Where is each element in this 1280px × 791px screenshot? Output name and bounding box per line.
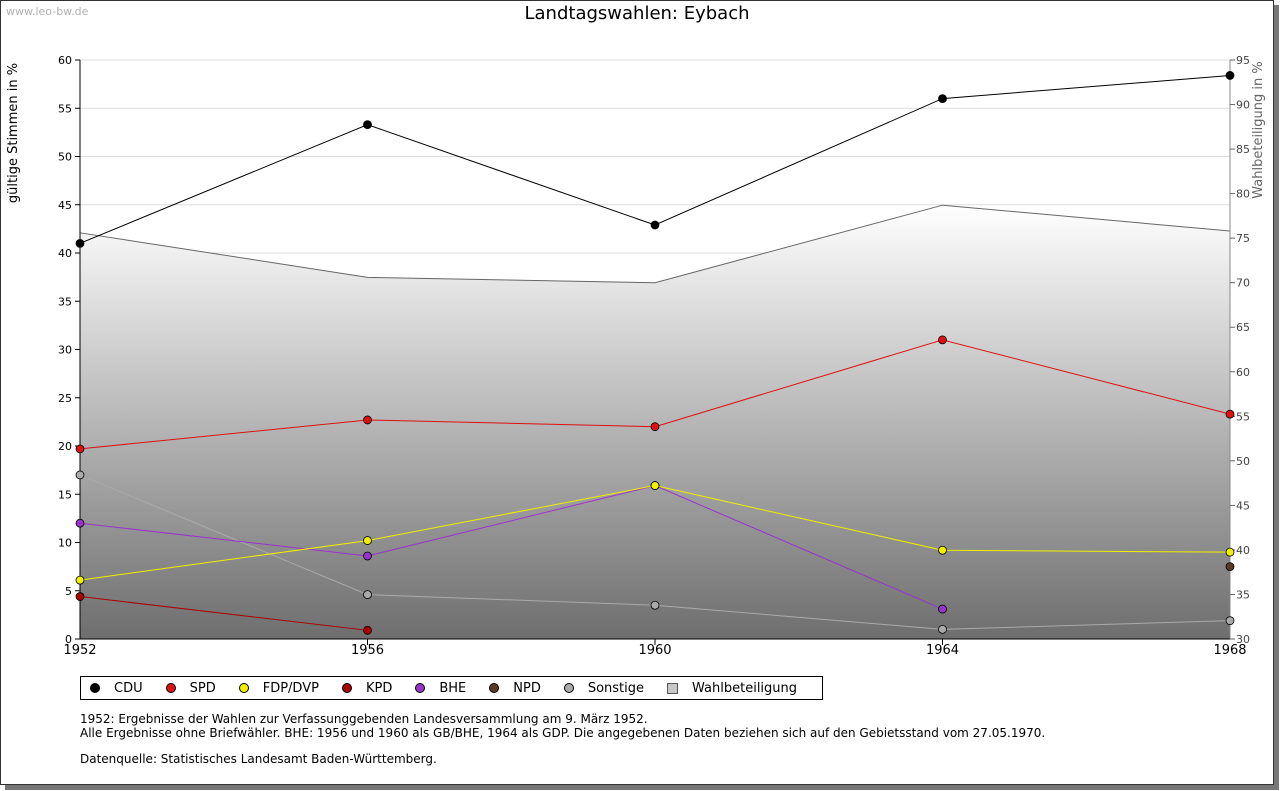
legend-marker-icon	[90, 683, 100, 693]
point-sonstige-1960	[650, 600, 660, 610]
legend-item-cdu: CDU	[90, 681, 143, 696]
y2-tick-label-7: 65	[1236, 321, 1250, 334]
point-fdp-dvp-1956	[363, 536, 372, 545]
point-sonstige-1968	[1225, 616, 1235, 626]
y2-tick-label-0: 30	[1236, 633, 1250, 646]
turnout-line	[79, 204, 1231, 284]
point-fdp-dvp-1964	[938, 545, 947, 555]
legend-item-wahlbeteiligung: Wahlbeteiligung	[667, 681, 797, 696]
legend-item-bhe: BHE	[415, 681, 466, 696]
y2-tick-label-2: 40	[1236, 544, 1250, 557]
y-tick-label-4: 20	[58, 440, 72, 453]
point-bhe-1952	[75, 518, 85, 528]
y-tick-label-10: 50	[58, 151, 72, 164]
point-spd-1956	[363, 415, 372, 425]
point-cdu-1968	[1225, 71, 1235, 80]
point-cdu-1952	[75, 238, 85, 248]
y2-tick-label-1: 35	[1236, 588, 1250, 601]
x-tick-label-4: 1968	[1213, 643, 1246, 658]
y-tick-label-3: 15	[58, 488, 72, 501]
data-source: Datenquelle: Statistisches Landesamt Bad…	[80, 752, 437, 766]
y-tick-label-12: 60	[58, 54, 72, 67]
y2-tick-label-9: 75	[1236, 232, 1250, 245]
legend-label: SPD	[189, 680, 216, 696]
point-sonstige-1964	[938, 624, 947, 634]
y-axis-label: gültige Stimmen in %	[6, 63, 21, 203]
legend-marker-icon	[563, 683, 574, 693]
legend-label: BHE	[439, 680, 467, 696]
point-kpd-1952	[75, 592, 85, 601]
legend-label: NPD	[513, 680, 541, 696]
legend-label: FDP/DVP	[262, 680, 319, 696]
y-tick-label-7: 35	[58, 295, 72, 308]
legend: CDU SPD FDP/DVP KPD BHE NPD Sonstige Wahlbeteil…	[80, 676, 823, 700]
note-line-2: Alle Ergebnisse ohne Briefwähler. BHE: 1…	[80, 725, 1046, 740]
legend-label: KPD	[365, 680, 393, 696]
y2-axis-label: Wahlbeteiligung in %	[1251, 61, 1266, 198]
legend-marker-icon	[489, 683, 500, 693]
point-kpd-1956	[363, 625, 372, 635]
turnout-area	[79, 204, 1231, 640]
y-tick-label-0: 0	[65, 633, 72, 646]
point-fdp-dvp-1968	[1225, 547, 1235, 557]
y2-tick-label-3: 45	[1236, 499, 1250, 512]
point-bhe-1956	[363, 551, 372, 561]
point-cdu-1960	[650, 220, 660, 230]
series	[75, 71, 1235, 635]
point-spd-1968	[1225, 409, 1235, 419]
y-tick-label-6: 30	[58, 344, 72, 357]
legend-marker-icon	[415, 683, 426, 693]
legend-item-kpd: KPD	[341, 680, 393, 696]
legend-item-sonstige: Sonstige	[563, 680, 645, 696]
y2-tick-label-8: 70	[1236, 277, 1250, 290]
point-spd-1952	[75, 444, 85, 454]
point-npd-1968	[1225, 562, 1235, 572]
y-tick-label-8: 40	[58, 247, 72, 260]
legend-label: Wahlbeteiligung	[692, 680, 798, 696]
point-sonstige-1956	[363, 590, 372, 600]
legend-item-fdp-dvp: FDP/DVP	[238, 680, 319, 696]
y-tick-label-2: 10	[58, 537, 72, 550]
legend-label: Sonstige	[587, 680, 645, 696]
y-tick-label-11: 55	[58, 102, 72, 115]
point-spd-1960	[650, 422, 660, 432]
x-tick-label-2: 1960	[638, 643, 671, 658]
line-chart: 0 5 10 15 20 25 30 35 40 45 50 55 60 30 35 40 45 50 55 60 65…	[6, 54, 1266, 658]
y2-tick-label-10: 80	[1236, 188, 1250, 201]
series-line-bhe	[79, 485, 943, 610]
legend-marker-icon	[667, 682, 679, 694]
x-tick-label-3: 1964	[926, 643, 959, 658]
y2-tick-label-12: 90	[1236, 99, 1250, 112]
point-bhe-1964	[938, 604, 947, 614]
turnout-area-fill	[80, 205, 1230, 640]
legend-marker-icon	[341, 683, 352, 693]
legend-item-spd: SPD	[165, 680, 216, 696]
point-fdp-dvp-1952	[75, 575, 85, 585]
point-cdu-1964	[938, 94, 947, 103]
point-fdp-dvp-1960	[650, 481, 660, 490]
legend-item-npd: NPD	[489, 681, 541, 696]
y-tick-label-5: 25	[58, 392, 72, 405]
point-spd-1964	[938, 335, 947, 345]
series-line-kpd	[79, 596, 368, 631]
chart-title: Landtagswahlen: Eybach	[524, 3, 750, 24]
y-tick-label-1: 5	[65, 585, 72, 598]
y2-tick-label-5: 55	[1236, 410, 1250, 423]
y2-tick-label-4: 50	[1236, 455, 1250, 468]
point-cdu-1956	[363, 120, 372, 130]
legend-label: CDU	[114, 680, 143, 696]
legend-marker-icon	[238, 683, 249, 693]
point-sonstige-1952	[75, 470, 85, 480]
y-tick-label-9: 45	[58, 199, 72, 212]
legend-marker-icon	[165, 683, 176, 693]
axes: 0 5 10 15 20 25 30 35 40 45 50 55 60 30 35 40 45 50 55 60 65…	[58, 54, 1250, 658]
note-line-1: 1952: Ergebnisse der Wahlen zur Verfassu…	[80, 712, 648, 726]
watermark: www.leo-bw.de	[6, 5, 89, 18]
footnotes: 1952: Ergebnisse der Wahlen zur Verfassu…	[80, 712, 1046, 767]
x-tick-label-1: 1956	[351, 643, 384, 658]
y2-tick-label-13: 95	[1236, 54, 1250, 67]
y2-tick-label-6: 60	[1236, 366, 1250, 379]
y2-tick-label-11: 85	[1236, 143, 1250, 156]
x-tick-label-0: 1952	[63, 643, 96, 658]
